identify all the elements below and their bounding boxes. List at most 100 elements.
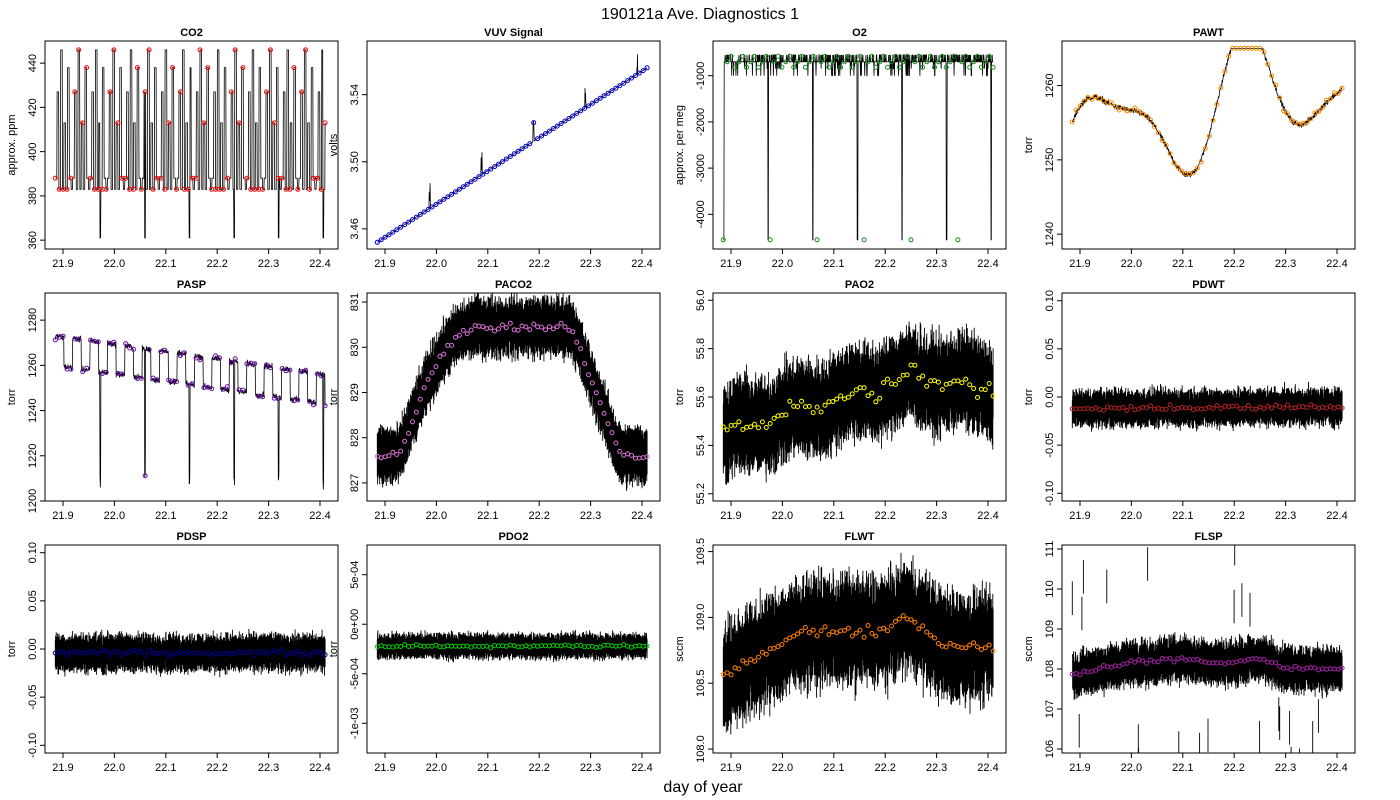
pawt-marker xyxy=(1120,105,1126,111)
pdo2-xtick-label: 21.9 xyxy=(374,762,395,774)
o2-marker xyxy=(881,53,887,59)
paco2-marker xyxy=(546,324,552,330)
pao2-marker xyxy=(767,421,773,426)
o2-xtick-label: 22.1 xyxy=(823,258,844,270)
pawt-marker xyxy=(1148,117,1153,123)
paco2-ylabel: torr xyxy=(328,388,340,405)
pawt-xtick-label: 22.2 xyxy=(1223,258,1244,270)
flsp-ylabel: sccm xyxy=(1023,636,1035,662)
pawt-title: PAWT xyxy=(1193,27,1224,39)
pasp-marker xyxy=(52,337,58,343)
paco2-marker xyxy=(507,320,513,326)
paco2-marker xyxy=(539,324,544,330)
co2-marker xyxy=(68,175,74,181)
flwt-marker xyxy=(943,644,949,650)
pao2-marker xyxy=(971,386,977,391)
pawt-marker xyxy=(1175,164,1181,170)
pao2-ytick-label: 55.8 xyxy=(695,338,707,359)
co2-title: CO2 xyxy=(180,27,203,39)
pao2-marker xyxy=(787,398,793,404)
flwt-marker xyxy=(920,623,926,629)
pawt-marker xyxy=(1097,96,1103,101)
o2-marker xyxy=(845,53,851,59)
pdwt-xtick-label: 22.0 xyxy=(1121,510,1142,522)
o2-marker xyxy=(873,64,879,70)
flsp-xtick-label: 22.2 xyxy=(1223,762,1244,774)
pawt-ylabel: torr xyxy=(1023,136,1035,153)
vuv-marker xyxy=(378,237,384,243)
co2-marker xyxy=(264,89,269,95)
pdwt-marker xyxy=(1167,402,1173,408)
paco2-marker xyxy=(605,421,611,427)
flsp-marker xyxy=(1097,665,1103,671)
pdwt-marker xyxy=(1265,403,1271,409)
vuv-marker xyxy=(515,148,521,154)
pdsp-marker xyxy=(95,651,101,657)
o2-marker xyxy=(767,237,773,243)
pasp-marker xyxy=(209,386,215,392)
pao2-marker xyxy=(975,395,980,400)
o2-marker xyxy=(975,53,980,59)
pdwt-marker xyxy=(1284,402,1290,408)
pasp-marker xyxy=(146,347,152,352)
vuv-marker xyxy=(523,143,529,149)
flsp-marker xyxy=(1140,658,1146,664)
pasp-xtick-label: 22.3 xyxy=(258,510,279,522)
pao2-plot-area xyxy=(720,321,996,485)
flsp-marker xyxy=(1093,667,1099,673)
co2-marker xyxy=(170,65,176,71)
pao2-xtick-label: 22.1 xyxy=(823,510,844,522)
paco2-ytick-label: 829 xyxy=(349,383,361,401)
paco2-marker xyxy=(456,332,462,338)
co2-marker xyxy=(322,120,328,126)
co2-marker xyxy=(295,186,301,192)
paco2-marker xyxy=(617,448,623,454)
paco2-marker xyxy=(543,327,548,333)
pdsp-marker xyxy=(174,651,179,657)
o2-marker xyxy=(728,53,734,59)
pasp-marker xyxy=(228,360,234,365)
pasp-series-line xyxy=(54,333,326,490)
flwt-marker xyxy=(932,635,937,641)
paco2-marker xyxy=(390,449,396,455)
co2-marker xyxy=(162,186,168,192)
vuv-marker xyxy=(441,196,447,202)
pao2-series-line xyxy=(722,321,994,485)
pawt-xtick-label: 21.9 xyxy=(1069,258,1090,270)
pasp-marker xyxy=(181,350,187,356)
vuv-marker xyxy=(492,164,498,170)
pdsp-title: PDSP xyxy=(177,531,207,543)
paco2-marker xyxy=(597,400,603,406)
paco2-marker xyxy=(406,430,412,436)
co2-marker xyxy=(224,175,230,181)
pawt-marker xyxy=(1144,113,1150,119)
paco2-marker xyxy=(613,440,619,446)
pao2-xtick-label: 21.9 xyxy=(720,510,741,522)
paco2-marker xyxy=(601,410,607,416)
paco2-title: PACO2 xyxy=(495,279,532,291)
vuv-marker xyxy=(374,239,380,245)
pawt-marker xyxy=(1273,82,1279,88)
pao2-title: PAO2 xyxy=(845,279,874,291)
o2-marker xyxy=(759,59,765,65)
pasp-marker xyxy=(189,381,195,387)
pao2-xtick-label: 22.4 xyxy=(977,510,998,522)
panel-vuv: VUV Signal 21.9 22.0 22.1 22.2 22.3 22.4 3.46 3.… xyxy=(328,27,661,270)
co2-marker xyxy=(271,120,277,126)
pawt-marker xyxy=(1112,103,1118,109)
flwt-marker xyxy=(849,633,855,639)
pao2-marker xyxy=(845,394,851,400)
pasp-marker xyxy=(240,387,246,393)
pdwt-xtick-label: 22.1 xyxy=(1172,510,1193,522)
flwt-marker xyxy=(916,626,922,632)
pao2-marker xyxy=(904,372,910,378)
co2-marker xyxy=(103,186,109,192)
pawt-marker xyxy=(1159,137,1165,143)
pao2-marker xyxy=(818,409,824,415)
x-axis-label: day of year xyxy=(663,779,743,796)
pasp-marker xyxy=(221,386,226,392)
vuv-marker xyxy=(621,80,627,86)
vuv-marker xyxy=(386,232,392,238)
pdsp-marker xyxy=(322,652,328,658)
pasp-xtick-label: 22.0 xyxy=(104,510,125,522)
